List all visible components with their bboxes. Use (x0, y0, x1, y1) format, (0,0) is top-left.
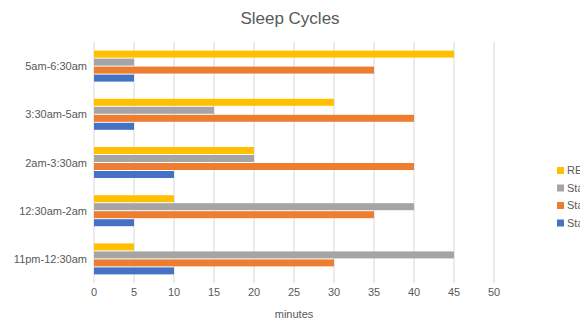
x-tick-label: 0 (91, 286, 97, 298)
bar (94, 211, 374, 218)
bar (94, 259, 334, 266)
x-tick-label: 50 (488, 286, 500, 298)
bar (94, 195, 174, 202)
bar (94, 219, 134, 226)
x-tick-label: 15 (208, 286, 220, 298)
x-tick-label: 25 (288, 286, 300, 298)
grid-line (414, 42, 415, 283)
bars-group (94, 51, 454, 275)
legend-label: Stage 1 (567, 217, 580, 229)
x-axis-label: minutes (275, 308, 314, 320)
bar (94, 251, 454, 258)
x-tick-label: 20 (248, 286, 260, 298)
grid-line (494, 42, 495, 283)
grid-line (334, 42, 335, 283)
grid-line (174, 42, 175, 283)
bar (94, 243, 134, 250)
bar (94, 75, 134, 82)
bar (94, 115, 414, 122)
chart-svg: Sleep Cycles 0 5 10 15 20 25 30 35 40 45 50 minutes 1… (0, 0, 580, 326)
category-label: 11pm-12:30am (14, 253, 87, 265)
grid-line (254, 42, 255, 283)
bar (94, 67, 374, 74)
x-tick-label: 5 (131, 286, 137, 298)
legend-label: REM (567, 164, 580, 176)
bar (94, 147, 254, 154)
x-tick-label: 45 (448, 286, 460, 298)
bar (94, 123, 134, 130)
bar (94, 107, 214, 114)
x-tick-label: 10 (168, 286, 180, 298)
bar (94, 99, 334, 106)
grid-line (374, 42, 375, 283)
legend-swatch (557, 167, 564, 174)
x-tick-label: 30 (328, 286, 340, 298)
category-label: 3:30am-5am (25, 108, 87, 120)
legend: REM Stage 3 Stage 2 Stage 1 (557, 164, 580, 229)
bar (94, 59, 134, 66)
chart-container: Sleep Cycles 0 5 10 15 20 25 30 35 40 45 50 minutes 1… (0, 0, 580, 326)
bar (94, 51, 454, 58)
legend-swatch (557, 202, 564, 209)
bar (94, 163, 414, 170)
category-label: 2am-3:30am (25, 157, 87, 169)
category-label: 5am-6:30am (25, 60, 87, 72)
grid-line (294, 42, 295, 283)
legend-label: Stage 3 (567, 182, 580, 194)
bar (94, 267, 174, 274)
legend-swatch (557, 185, 564, 192)
x-tick-label: 40 (408, 286, 420, 298)
legend-label: Stage 2 (567, 199, 580, 211)
category-label: 12:30am-2am (19, 205, 87, 217)
grid-line (454, 42, 455, 283)
grid-line (214, 42, 215, 283)
bar (94, 171, 174, 178)
chart-title: Sleep Cycles (240, 9, 339, 28)
bar (94, 155, 254, 162)
bar (94, 203, 414, 210)
legend-swatch (557, 220, 564, 227)
x-tick-label: 35 (368, 286, 380, 298)
